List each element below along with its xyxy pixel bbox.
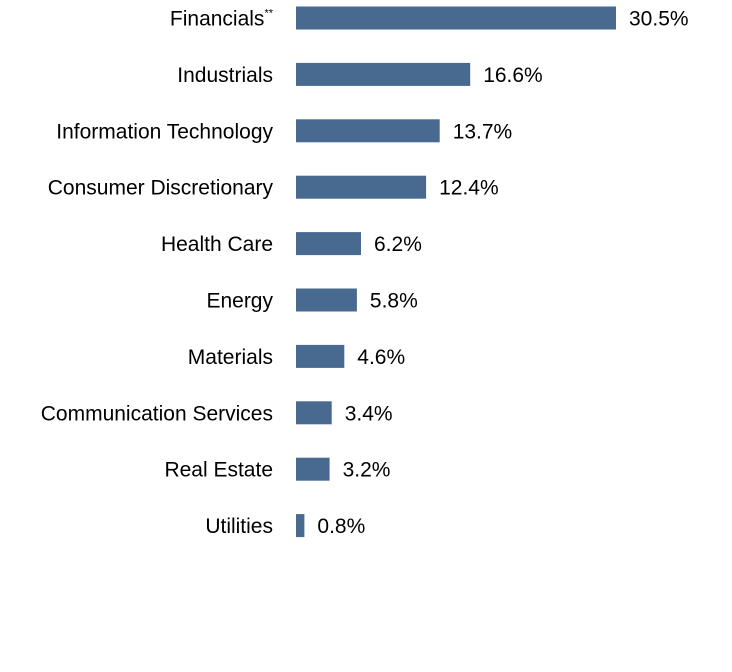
bar-2 (296, 119, 440, 143)
category-label-3: Consumer Discretionary (48, 177, 274, 200)
value-label-1: 16.6% (483, 64, 543, 87)
value-label-2: 13.7% (453, 120, 513, 143)
value-label-3: 12.4% (439, 177, 499, 200)
value-label-5: 5.8% (370, 290, 418, 313)
value-label-9: 0.8% (317, 515, 365, 538)
bar-7 (296, 401, 332, 425)
value-label-0: 30.5% (629, 8, 689, 31)
category-label-6: Materials (188, 346, 273, 369)
bar-9 (296, 514, 305, 538)
bar-1 (296, 62, 471, 86)
bar-6 (296, 344, 345, 368)
category-label-7: Communication Services (41, 402, 273, 425)
value-label-6: 4.6% (357, 346, 405, 369)
bar-4 (296, 232, 361, 256)
category-labels: Financials** Industrials Information Techn… (41, 8, 274, 539)
value-label-7: 3.4% (345, 402, 393, 425)
bar-3 (296, 175, 427, 199)
value-label-4: 6.2% (374, 233, 422, 256)
footnote-marker: ** (264, 8, 273, 20)
bar-0 (296, 6, 616, 30)
category-label-8: Real Estate (164, 459, 273, 482)
category-label-5: Energy (206, 290, 273, 313)
category-label-9: Utilities (205, 515, 273, 538)
category-label-1: Industrials (177, 64, 273, 87)
bar-5 (296, 288, 357, 312)
bars (296, 6, 616, 538)
category-label-2: Information Technology (56, 120, 273, 143)
category-label-0: Financials** (170, 8, 274, 31)
category-label-4: Health Care (161, 233, 273, 256)
value-label-8: 3.2% (343, 459, 391, 482)
bar-8 (296, 457, 330, 481)
value-labels: 30.5% 16.6% 13.7% 12.4% 6.2% 5.8% 4.6% 3.4% 3.2%… (317, 8, 688, 539)
